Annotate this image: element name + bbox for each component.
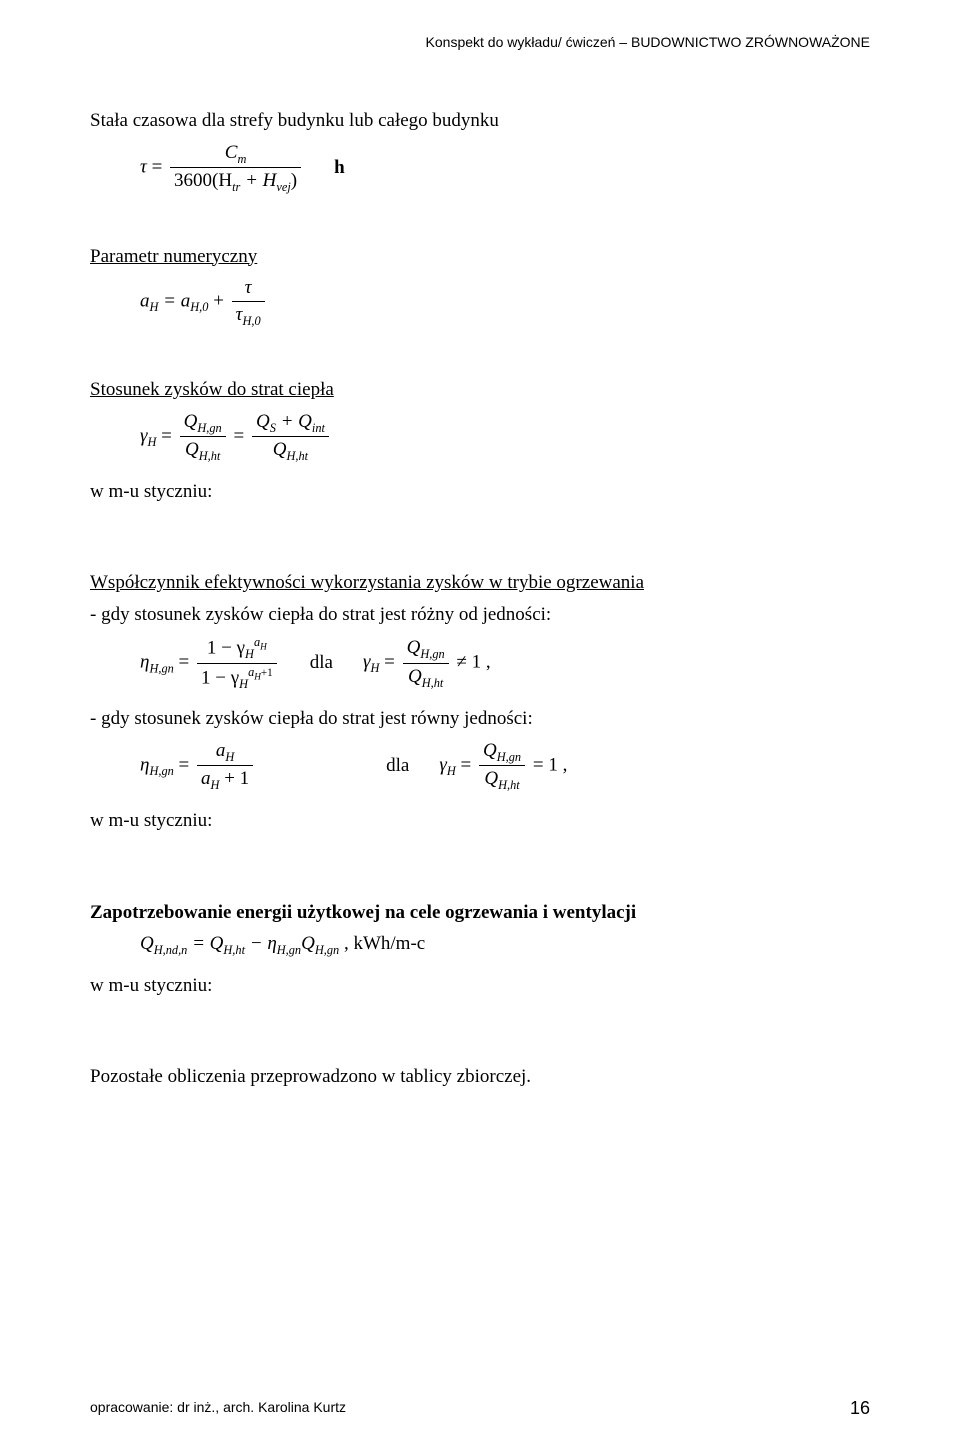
equation-energy-demand: QH,nd,n = QH,ht − ηH,gnQH,gn , kWh/m-c [140,931,870,958]
sub-hht-c: H,ht [422,675,444,689]
one-minus-g-num: 1 − γ [207,637,245,658]
unit-kwh: , kWh/m-c [339,933,425,954]
q-den2: Q [273,439,287,460]
sub-hht2: H,ht [287,449,309,463]
sub-H-c2: H [447,764,456,778]
fraction-tau: τ τH,0 [232,275,265,329]
sym-gamma-c2: γ [439,754,447,775]
bullet-not-equal-one: - gdy stosunek zysków ciepła do strat je… [90,602,870,628]
equation-time-constant: τ = Cm 3600(Htr + Hvej) h [140,140,870,196]
q-c-num: Q [407,637,421,658]
neq-one: ≠ 1 , [456,651,490,672]
note-january-1: w m-u styczniu: [90,479,870,505]
fraction-cond1: QH,gn QH,ht [403,635,449,691]
sub-hgn3: H,gn [277,943,301,957]
open-paren: (H [212,170,232,191]
equation-gamma: γH = QH,gn QH,ht = QS + Qint QH,ht [140,409,870,465]
eq-sign-c2: = [456,754,476,775]
sub-hgn: H,gn [197,421,221,435]
plus: + [208,291,228,312]
sub-hgn-eta: H,gn [149,661,173,675]
sym-a: a [140,291,150,312]
eq-sign: = [156,425,176,446]
section-title-time-constant: Stała czasowa dla strefy budynku lub cał… [90,108,870,134]
eq-sign3: = [174,651,194,672]
eq-sign-c: = [379,651,399,672]
eq-sign2: = [233,425,248,446]
eq-a: = a [158,291,190,312]
fraction-eta: 1 − γHaH 1 − γHaH+1 [197,634,277,693]
q-c-den: Q [408,666,422,687]
fraction-eta2: aH aH + 1 [197,738,253,794]
eq-sign4: = [174,754,194,775]
sub-H0: H,0 [190,300,208,314]
plus-H: + H [240,170,276,191]
sub-H0b: H,0 [242,314,260,328]
sub-H-d: H [239,677,248,691]
symbol-tau: τ [140,156,147,177]
section-title-energy-demand: Zapotrzebowanie energii użytkowej na cel… [90,900,870,926]
minus-eta: − η [245,933,277,954]
supsub-H: H [260,642,267,652]
bullet-equal-one: - gdy stosunek zysków ciepła do strat je… [90,706,870,732]
sub-hgn-c: H,gn [420,647,444,661]
num-C: C [225,142,238,163]
fraction-q1: QH,gn QH,ht [180,409,226,465]
note-january-2: w m-u styczniu: [90,808,870,834]
close-paren: ) [291,170,297,191]
sub-int: int [312,421,325,435]
plus-qint: + Q [276,411,312,432]
sub-hht-c2: H,ht [498,778,520,792]
sup-plus1: +1 [261,667,273,679]
closing-note: Pozostałe obliczenia przeprowadzono w ta… [90,1064,870,1090]
sub-hndn: H,nd,n [154,943,188,957]
const-3600: 3600 [174,170,212,191]
q-c-den2: Q [484,768,498,789]
sub-m: m [237,151,246,165]
document-body: Stała czasowa dla strefy budynku lub cał… [90,108,870,1090]
sub-vej: vej [276,180,290,194]
q-den: Q [185,439,199,460]
label-dla-2: dla [386,753,409,779]
sub-hgn-c2: H,gn [497,750,521,764]
section-title-numeric-param: Parametr numeryczny [90,244,870,270]
q-num: Q [184,411,198,432]
q-s: Q [256,411,270,432]
fraction-q2: QS + Qint QH,ht [252,409,329,465]
header-right: Konspekt do wykładu/ ćwiczeń – BUDOWNICT… [426,34,870,50]
q-nd: Q [140,933,154,954]
label-dla-1: dla [310,650,333,676]
fraction-cond2: QH,gn QH,ht [479,738,525,794]
footer-author: opracowanie: dr inż., arch. Karolina Kur… [90,1399,346,1415]
section-title-gain-loss-ratio: Stosunek zysków do strat ciepła [90,377,870,403]
sub-hht: H,ht [199,449,221,463]
equation-eta-eq: ηH,gn = aH aH + 1 dla γH = QH,gn QH,ht =… [140,738,870,794]
sub-hgn4: H,gn [315,943,339,957]
section-title-efficiency: Współczynnik efektywności wykorzystania … [90,570,870,596]
a-num: a [216,740,226,761]
q-gn: Q [301,933,315,954]
equals-sign: = [147,156,167,177]
a-den: a [201,768,211,789]
sub-hht3: H,ht [223,943,245,957]
num-tau: τ [232,275,265,302]
footer-page-number: 16 [850,1398,870,1419]
sub-hgn-eta2: H,gn [149,764,173,778]
sub-H-n: H [245,647,254,661]
equation-eta-neq: ηH,gn = 1 − γHaH 1 − γHaH+1 dla γH = QH,… [140,634,870,693]
note-january-3: w m-u styczniu: [90,973,870,999]
unit-h: h [334,155,345,181]
q-c-num2: Q [483,740,497,761]
eq-one: = 1 , [533,754,567,775]
eq-q-ht: = Q [187,933,223,954]
equation-numeric-param: aH = aH,0 + τ τH,0 [140,275,870,329]
supsub-H2: H [254,672,261,682]
plus-one: + 1 [219,768,249,789]
fraction: Cm 3600(Htr + Hvej) [170,140,301,196]
sym-gamma: γ [140,425,148,446]
sub-H-an: H [225,750,234,764]
one-minus-g-den: 1 − γ [201,667,239,688]
